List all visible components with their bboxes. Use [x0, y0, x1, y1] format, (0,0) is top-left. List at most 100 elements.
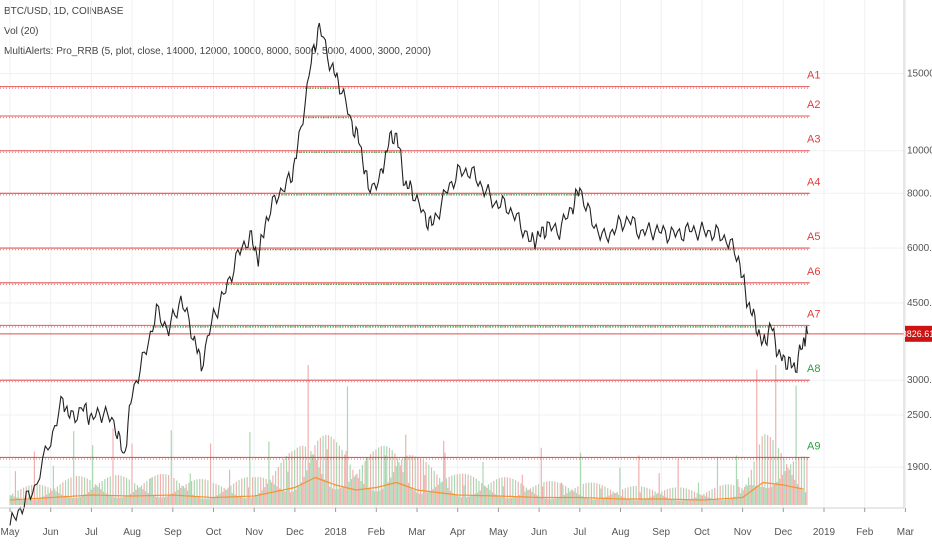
time-axis[interactable]: May Jun Jul Aug Sep Oct Nov Dec 2018 Feb Mar Apr May… — [1, 508, 915, 538]
volume-bar — [312, 454, 315, 505]
volume-bar — [43, 496, 45, 505]
volume-bar — [70, 477, 72, 505]
volume-bar — [35, 499, 37, 505]
volume-bar — [163, 497, 166, 505]
volume-bar — [302, 445, 304, 505]
volume-bar — [735, 455, 738, 505]
volume-legend[interactable]: Vol (20) — [4, 26, 39, 37]
volume-bar — [314, 445, 316, 505]
volume-bar — [150, 478, 152, 505]
volume-bar — [367, 457, 369, 505]
volume-bar — [504, 477, 506, 505]
volume-bar — [167, 475, 170, 505]
volume-bar — [151, 477, 153, 505]
volume-bar — [116, 497, 118, 505]
volume-bar — [569, 491, 571, 505]
volume-bar — [762, 487, 765, 505]
volume-bar — [470, 475, 472, 505]
volume-bar — [231, 493, 233, 505]
volume-bar — [645, 498, 647, 505]
volume-bar — [239, 497, 242, 505]
volume-bar — [777, 448, 780, 505]
volume-bar — [603, 497, 605, 505]
volume-bar — [561, 482, 563, 505]
volume-bar — [420, 458, 422, 505]
volume-bar — [345, 450, 347, 505]
volume-bar — [105, 493, 107, 505]
volume-bar — [563, 494, 565, 505]
volume-bar — [687, 499, 689, 505]
volume-bar — [670, 499, 672, 505]
volume-bar — [546, 481, 548, 505]
volume-bar — [506, 477, 508, 505]
volume-bar — [784, 471, 786, 505]
volume-bar — [144, 491, 147, 505]
indicator-legend[interactable]: MultiAlerts: Pro_RRB (5, plot, close, 14… — [4, 46, 431, 57]
volume-bar — [392, 472, 395, 505]
volume-bar — [90, 489, 92, 505]
volume-bar — [390, 477, 392, 505]
volume-bar — [555, 498, 557, 505]
x-tick-label: Dec — [774, 527, 792, 538]
volume-bar — [304, 446, 307, 505]
volume-bar — [490, 482, 492, 505]
volume-bar — [415, 492, 418, 505]
volume-bar — [308, 462, 311, 505]
volume-bar — [714, 487, 716, 505]
volume-bar — [97, 486, 99, 505]
volume-bar — [166, 496, 168, 505]
x-tick-label: Oct — [206, 527, 222, 538]
volume-bar — [18, 498, 21, 505]
volume-bar — [261, 490, 263, 505]
volume-bar — [707, 497, 709, 505]
volume-bar — [520, 483, 522, 505]
volume-bar — [601, 485, 603, 505]
volume-bar — [630, 486, 632, 505]
volume-bar — [581, 496, 583, 505]
volume-ma-line — [9, 476, 804, 501]
volume-bar — [432, 489, 434, 505]
last-price-tag-bg — [905, 325, 932, 342]
volume-bar — [658, 473, 660, 505]
volume-bar — [548, 481, 551, 505]
volume-bar — [257, 476, 259, 505]
volume-bar — [21, 499, 23, 505]
volume-bar — [509, 477, 511, 505]
volume-bar — [674, 487, 677, 505]
volume-bar — [653, 495, 655, 505]
volume-bar — [146, 480, 148, 505]
volume-bar — [361, 464, 363, 505]
volume-bar — [632, 486, 635, 505]
volume-bar — [180, 487, 182, 505]
volume-bar — [518, 494, 521, 505]
volume-bar — [757, 486, 759, 505]
volume-bar — [350, 479, 353, 505]
volume-bar — [323, 479, 326, 505]
volume-bar — [262, 477, 265, 505]
volume-bar — [575, 493, 578, 505]
volume-bar — [397, 458, 399, 505]
volume-bar — [395, 466, 397, 505]
volume-bar — [497, 495, 499, 505]
volume-bar — [429, 490, 431, 505]
x-tick-label: Sep — [652, 527, 670, 538]
volume-bar — [62, 482, 64, 505]
volume-bar — [692, 498, 694, 505]
x-tick-label: Jun — [531, 527, 547, 538]
volume-bar — [102, 491, 105, 505]
symbol-legend[interactable]: BTC/USD, 1D, COINBASE — [4, 6, 124, 17]
x-tick-label: Feb — [856, 527, 874, 538]
volume-bar — [294, 450, 296, 505]
volume-bar — [178, 483, 181, 505]
volume-bar — [100, 489, 102, 505]
volume-bar — [185, 484, 187, 505]
volume-bar — [143, 482, 145, 505]
volume-bar — [165, 474, 167, 505]
volume-bar — [688, 489, 690, 505]
price-axis[interactable]: 22500.00 15000.00 10000.00 8000.00 6000.00 45… — [907, 0, 932, 473]
volume-bar — [39, 484, 41, 505]
volume-bar — [750, 469, 752, 505]
x-tick-label: Apr — [450, 527, 466, 538]
volume-bar — [353, 476, 355, 505]
